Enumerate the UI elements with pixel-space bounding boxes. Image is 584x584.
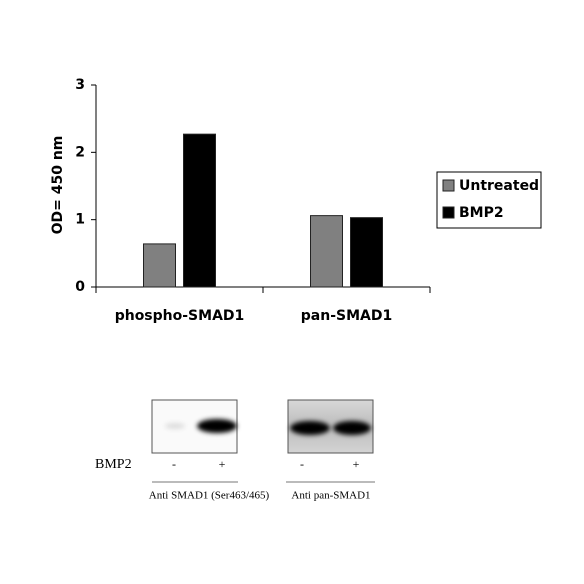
blot-band: [165, 423, 185, 429]
x-tick-label: pan-SMAD1: [301, 308, 392, 324]
bar: [143, 243, 176, 288]
y-tick-label: 3: [75, 77, 85, 93]
antibody-label: Anti SMAD1 (Ser463/465): [149, 490, 270, 502]
legend-label: Untreated: [459, 178, 539, 194]
blot-treatment: BMP2: [95, 457, 132, 472]
antibody-label: Anti pan-SMAD1: [291, 490, 370, 502]
x-tick-label: phospho-SMAD1: [115, 308, 245, 324]
blot-band: [333, 421, 371, 435]
lane-label: +: [219, 457, 226, 471]
y-axis-label: OD= 450 nm: [50, 136, 66, 235]
lane-label: -: [300, 457, 304, 471]
y-tick-label: 1: [75, 212, 85, 228]
bar: [350, 217, 383, 288]
legend-label: BMP2: [459, 205, 504, 221]
y-tick-label: 0: [75, 279, 85, 295]
legend-swatch: [442, 179, 455, 192]
bar: [183, 133, 216, 288]
legend-swatch: [442, 206, 455, 219]
blot-band: [290, 421, 330, 435]
lane-label: +: [353, 457, 360, 471]
blot-band: [197, 419, 237, 433]
y-tick-label: 2: [75, 144, 85, 160]
lane-label: -: [172, 457, 176, 471]
bar: [310, 215, 343, 288]
